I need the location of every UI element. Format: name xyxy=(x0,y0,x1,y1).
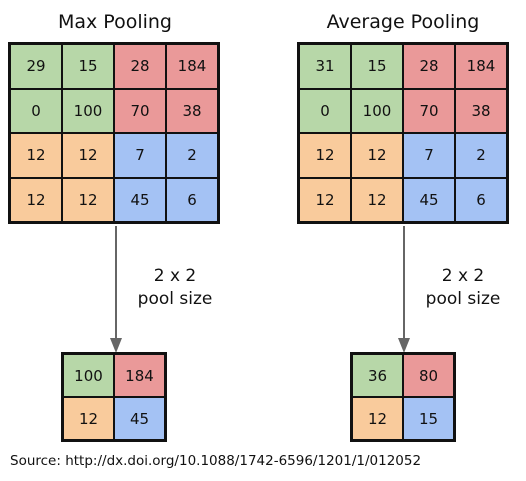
grid-cell: 38 xyxy=(455,88,507,133)
max-pooling-output-grid: 100 184 12 45 xyxy=(61,352,167,442)
grid-cell: 2 xyxy=(166,133,218,178)
grid-cell: 100 xyxy=(351,88,403,133)
grid-cell: 45 xyxy=(114,397,165,440)
grid-cell: 15 xyxy=(62,44,114,89)
grid-cell: 15 xyxy=(403,397,454,440)
grid-cell: 184 xyxy=(166,44,218,89)
max-pooling-input-grid: 29 15 28 184 0 100 70 38 12 12 7 2 12 12 45 6 xyxy=(8,42,220,224)
grid-cell: 15 xyxy=(351,44,403,89)
max-pooling-title: Max Pooling xyxy=(57,11,172,33)
pool-size-line-1: 2 x 2 xyxy=(441,266,485,286)
grid-cell: 0 xyxy=(299,88,351,133)
average-pooling-input-grid: 31 15 28 184 0 100 70 38 12 12 7 2 12 12 45 6 xyxy=(297,42,509,224)
grid-cell: 12 xyxy=(10,133,62,178)
average-pooling-output-grid: 36 80 12 15 xyxy=(350,352,456,442)
grid-cell: 2 xyxy=(455,133,507,178)
grid-cell: 31 xyxy=(299,44,351,89)
pool-size-line-2: pool size xyxy=(425,289,501,309)
grid-cell: 36 xyxy=(352,354,403,397)
grid-cell: 0 xyxy=(10,88,62,133)
max-pooling-down-arrow-icon xyxy=(110,226,122,353)
grid-cell: 6 xyxy=(455,177,507,222)
grid-cell: 6 xyxy=(166,177,218,222)
grid-cell: 45 xyxy=(114,177,166,222)
average-pool-size-label: 2 x 2 pool size xyxy=(408,265,518,311)
grid-cell: 12 xyxy=(351,177,403,222)
grid-cell: 12 xyxy=(351,133,403,178)
grid-cell: 12 xyxy=(62,177,114,222)
grid-cell: 12 xyxy=(62,133,114,178)
grid-cell: 12 xyxy=(299,177,351,222)
average-pooling-title: Average Pooling xyxy=(326,11,480,33)
grid-cell: 70 xyxy=(114,88,166,133)
grid-cell: 7 xyxy=(403,133,455,178)
grid-cell: 45 xyxy=(403,177,455,222)
pool-size-line-1: 2 x 2 xyxy=(153,266,197,286)
pool-size-line-2: pool size xyxy=(137,289,213,309)
max-pool-size-label: 2 x 2 pool size xyxy=(120,265,230,311)
grid-cell: 7 xyxy=(114,133,166,178)
grid-cell: 70 xyxy=(403,88,455,133)
grid-cell: 100 xyxy=(62,88,114,133)
average-pooling-down-arrow-icon xyxy=(398,226,410,353)
grid-cell: 184 xyxy=(455,44,507,89)
grid-cell: 29 xyxy=(10,44,62,89)
grid-cell: 38 xyxy=(166,88,218,133)
grid-cell: 80 xyxy=(403,354,454,397)
grid-cell: 12 xyxy=(10,177,62,222)
grid-cell: 184 xyxy=(114,354,165,397)
grid-cell: 12 xyxy=(352,397,403,440)
grid-cell: 28 xyxy=(114,44,166,89)
grid-cell: 28 xyxy=(403,44,455,89)
grid-cell: 12 xyxy=(63,397,114,440)
grid-cell: 100 xyxy=(63,354,114,397)
source-citation: Source: http://dx.doi.org/10.1088/1742-6… xyxy=(10,453,422,469)
grid-cell: 12 xyxy=(299,133,351,178)
